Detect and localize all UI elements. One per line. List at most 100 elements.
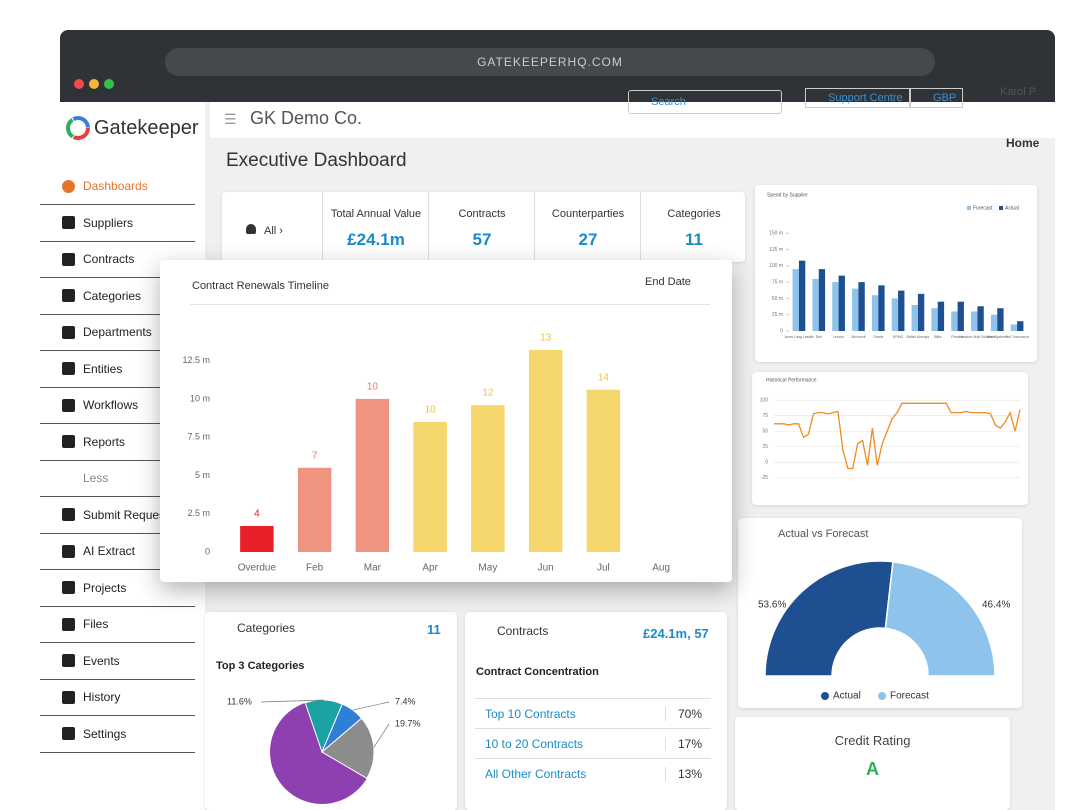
kpi-label: Categories	[667, 208, 721, 220]
y-tick-label: 7.5 m	[187, 432, 210, 442]
x-tick-label: Oracle	[873, 335, 883, 339]
currency-button[interactable]: GBP	[910, 88, 964, 108]
y-tick-label: 5 m	[195, 470, 210, 480]
sidebar-label: Contracts	[83, 252, 135, 266]
contracts-summary: £24.1m, 57	[643, 626, 709, 641]
user-menu[interactable]: Karol P	[1000, 86, 1037, 98]
kpi-filter[interactable]: All ›	[246, 224, 283, 237]
table-row: 10 to 20 Contracts 17%	[475, 728, 711, 759]
sidebar-item[interactable]: Dashboards	[40, 168, 195, 205]
leader-line	[352, 701, 390, 711]
sidebar-label: AI Extract	[83, 544, 136, 558]
bar	[413, 421, 447, 552]
sidebar-item[interactable]: AI Extract	[40, 533, 195, 570]
sidebar-item[interactable]: Less	[40, 460, 195, 497]
url-bar[interactable]: GATEKEEPERHQ.COM	[165, 48, 935, 76]
renewals-card: Contract Renewals Timeline End Date 0 2.5…	[160, 260, 732, 582]
sidebar-icon	[62, 544, 75, 558]
sidebar-item[interactable]: Files	[40, 606, 195, 643]
bar	[878, 285, 885, 331]
legend-label: Actual	[833, 691, 861, 702]
categories-subtitle: Top 3 Categories	[216, 660, 305, 672]
bar	[997, 308, 1004, 331]
chart-title: Historical Performance	[766, 377, 817, 383]
sidebar-item[interactable]: Settings	[40, 716, 195, 753]
bar	[528, 349, 563, 552]
y-tick-label: 100 m	[769, 263, 783, 269]
x-tick-label: Houston Mott Solutions	[959, 335, 995, 339]
y-tick-label: 75 m	[772, 279, 783, 285]
sidebar-item[interactable]: Contracts	[40, 241, 195, 278]
legend-label: Forecast	[890, 691, 929, 702]
renewals-control[interactable]: End Date	[645, 276, 691, 288]
legend-swatch	[967, 206, 971, 210]
window-dots	[74, 76, 114, 94]
x-tick-label: KPMG	[893, 335, 904, 339]
search-box[interactable]: Search	[628, 90, 782, 114]
sidebar-label: Suppliers	[83, 215, 134, 230]
sidebar-icon	[62, 289, 75, 302]
sidebar-label: Entities	[83, 361, 123, 376]
contracts-subtitle: Contract Concentration	[476, 666, 599, 678]
y-tick-label: -25	[761, 475, 768, 481]
actual-forecast-chart: Actual vs Forecast 53.6% Actual 46.4% Foreca…	[758, 528, 1010, 702]
breadcrumb[interactable]: Home	[1006, 136, 1040, 150]
x-tick-label: Mar	[364, 563, 382, 574]
sidebar-item[interactable]: Categories	[40, 278, 195, 315]
sidebar-item[interactable]: Projects	[40, 570, 195, 607]
x-tick-label: Jul	[597, 563, 610, 574]
sidebar-icon	[62, 179, 75, 193]
x-tick-label: Overdue	[238, 563, 277, 574]
bar	[471, 405, 505, 552]
legend-swatch	[999, 206, 1003, 210]
support-button[interactable]: Support Centre	[805, 88, 910, 108]
sidebar-label: Dashboards	[83, 179, 148, 193]
sidebar-item[interactable]: Suppliers	[40, 205, 195, 242]
sidebar-item[interactable]: Events	[40, 643, 195, 680]
row-value: 17%	[665, 737, 702, 751]
divider	[190, 304, 710, 305]
menu-icon[interactable]: ☰	[224, 111, 237, 127]
sidebar-item[interactable]: Departments	[40, 314, 195, 351]
row-link[interactable]: 10 to 20 Contracts	[485, 737, 584, 751]
kpi-value: 57	[472, 230, 492, 249]
count-label: 13	[540, 333, 552, 344]
x-tick-label: PwC Insurance	[1005, 335, 1029, 339]
categories-card: Categories 11 Top 3 Categories 11.6% 7.4%…	[205, 612, 457, 810]
sidebar-item[interactable]: History	[40, 679, 195, 716]
sidebar-item[interactable]: Entities	[40, 351, 195, 388]
history-card: Historical Performance -25 0 25 50 75 100	[752, 372, 1028, 505]
sidebar: Gatekeeper Dashboards Suppliers Contracts C…	[40, 102, 205, 810]
row-link[interactable]: Top 10 Contracts	[485, 707, 576, 721]
sidebar-icon	[62, 581, 75, 594]
leader-line	[373, 723, 390, 748]
bar	[838, 275, 845, 331]
spend-chart: Spend by Supplier 0 25 m 50 m 75 m 100 m 125 m…	[767, 192, 1029, 339]
y-tick-label: 10 m	[190, 393, 210, 403]
value-label: 7.4%	[395, 696, 416, 706]
sidebar-label: Less	[83, 471, 109, 485]
line	[774, 402, 1021, 470]
sidebar-icon	[62, 325, 75, 339]
legend-swatch	[821, 692, 829, 700]
sidebar-item[interactable]: Workflows	[40, 387, 195, 424]
sidebar-icon	[62, 654, 75, 667]
kpi-label: Contracts	[458, 208, 506, 220]
sidebar-item[interactable]: Submit Requests	[40, 497, 195, 534]
sidebar-icon	[62, 398, 75, 412]
bar	[917, 293, 925, 331]
count-label: 14	[598, 372, 610, 383]
slice	[764, 560, 894, 677]
legend-label: Forecast	[973, 205, 993, 211]
kpi: Counterparties 27	[534, 192, 641, 262]
sidebar-icon	[62, 727, 75, 740]
sidebar-item[interactable]: Reports	[40, 424, 195, 461]
logo: Gatekeeper	[66, 116, 199, 140]
row-link[interactable]: All Other Contracts	[485, 767, 587, 781]
sidebar-icon	[62, 362, 75, 375]
spend-card: Spend by Supplier 0 25 m 50 m 75 m 100 m 125 m…	[755, 185, 1037, 362]
credit-card: Credit Rating A	[735, 717, 1010, 810]
bar	[937, 301, 945, 331]
bar	[240, 525, 274, 552]
